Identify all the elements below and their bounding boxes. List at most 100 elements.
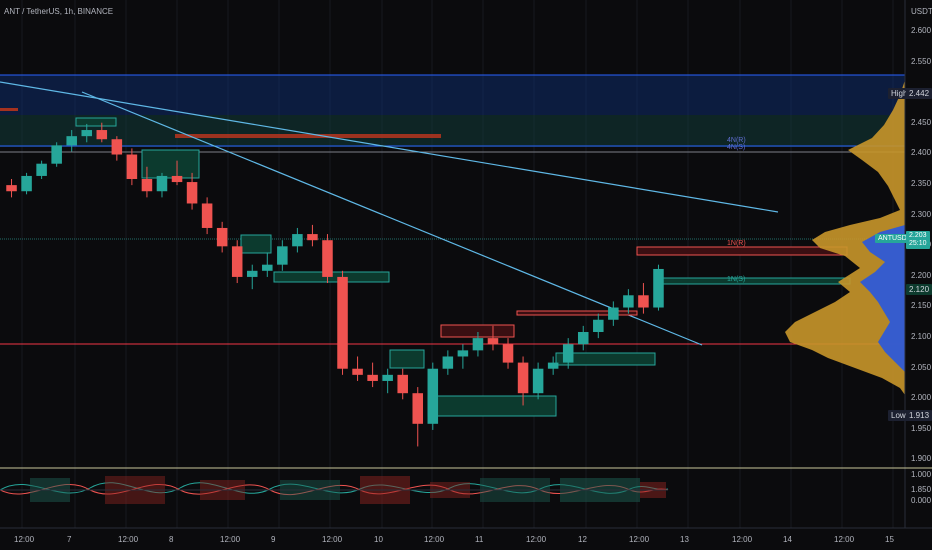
candle-body <box>21 175 32 192</box>
trendline-upper <box>0 81 779 213</box>
supply-zone-blue <box>0 75 905 115</box>
candle-body <box>502 344 514 363</box>
level-4n-s: 4N(S) <box>727 144 746 151</box>
price-tick: 1.950 <box>911 423 932 433</box>
current-price: 2.203 <box>909 232 927 239</box>
price-tick: 2.000 <box>911 393 932 403</box>
candle-body <box>186 182 198 204</box>
candle-body <box>623 295 634 308</box>
time-tick: 13 <box>680 535 689 544</box>
candle-body <box>292 234 303 247</box>
time-tick: 10 <box>374 535 383 544</box>
oscillator-indicator <box>0 476 669 504</box>
time-tick: 12:00 <box>118 535 139 544</box>
candle-body <box>382 374 393 381</box>
time-tick: 12:00 <box>629 535 650 544</box>
candle-body <box>246 270 258 277</box>
candle-body <box>562 344 574 363</box>
zone-teal <box>0 115 905 147</box>
high-label: High <box>888 88 911 99</box>
candlestick-series <box>6 122 664 447</box>
price-tick: 2.600 <box>911 26 932 35</box>
candle-body <box>126 154 138 179</box>
level-4n-r: 4N(R) <box>727 137 746 144</box>
price-tick: 2.300 <box>911 209 932 219</box>
order-blocks <box>75 117 851 417</box>
price-tick: 2.050 <box>911 362 932 372</box>
time-tick: 8 <box>169 535 174 544</box>
time-tick: 7 <box>67 535 72 544</box>
candle-body <box>487 338 499 345</box>
indicator-tick-0: 0.000 <box>911 496 932 505</box>
time-tick: 12:00 <box>220 535 241 544</box>
candle-body <box>171 175 183 183</box>
candle-body <box>653 268 664 308</box>
candle-body <box>427 368 439 424</box>
price-tick: 2.150 <box>911 301 932 311</box>
level-2120-tag: 2.120 <box>906 284 932 295</box>
time-tick: 15 <box>885 535 894 544</box>
candle-body <box>337 276 348 369</box>
price-tick: 2.200 <box>911 270 932 280</box>
high-value: 2.442 <box>906 88 932 99</box>
candle-body <box>442 356 454 369</box>
candle-body <box>231 246 243 277</box>
level-1n-s: 1N(S) <box>727 276 746 283</box>
time-tick: 12:00 <box>732 535 753 544</box>
candle-body <box>322 240 333 277</box>
red-level-small <box>0 108 18 111</box>
candle-body <box>111 139 123 155</box>
candle-body <box>307 234 318 241</box>
trendline-lower <box>81 91 703 346</box>
bar-countdown: 25:10 <box>909 240 927 247</box>
red-level-block <box>175 134 441 138</box>
time-tick: 12:00 <box>526 535 547 544</box>
candle-body <box>81 130 93 137</box>
candle-body <box>547 362 559 369</box>
price-tick: 2.350 <box>911 179 932 188</box>
time-tick: 12:00 <box>14 535 35 544</box>
candle-body <box>156 175 168 192</box>
price-tick: 2.400 <box>911 148 932 158</box>
candle-body <box>6 185 17 192</box>
price-tick: 1.900 <box>911 454 932 464</box>
time-tick: 9 <box>271 535 276 544</box>
candle-body <box>412 393 424 424</box>
candle-body <box>593 319 604 332</box>
candle-body <box>608 307 619 320</box>
price-tick: 2.100 <box>911 332 932 341</box>
candle-body <box>577 332 589 345</box>
candle-body <box>397 374 408 394</box>
candle-body <box>216 227 228 247</box>
candle-body <box>51 145 62 164</box>
candle-body <box>517 362 529 394</box>
candle-body <box>367 374 378 381</box>
price-tick: 2.550 <box>911 56 932 66</box>
candle-body <box>96 130 108 140</box>
price-tick: 1.850 <box>911 485 932 494</box>
currency-label: USDT <box>911 7 932 16</box>
candle-body <box>638 295 649 308</box>
candle-body <box>141 179 153 192</box>
low-value: 1.913 <box>906 410 932 421</box>
time-tick: 11 <box>475 535 484 544</box>
candle-body <box>352 368 363 375</box>
current-price-tag: 2.203 25:10 <box>906 231 930 249</box>
candle-body <box>201 203 213 228</box>
candle-body <box>66 136 77 146</box>
candle-body <box>277 246 288 265</box>
candle-body <box>457 350 469 357</box>
volume-profile <box>785 80 905 395</box>
time-tick: 14 <box>783 535 792 544</box>
time-tick: 12:00 <box>424 535 445 544</box>
symbol-title[interactable]: ANT / TetherUS, 1h, BINANCE <box>4 7 114 16</box>
price-tick: 2.450 <box>911 117 932 127</box>
candle-body <box>36 163 47 176</box>
time-tick: 12:00 <box>834 535 855 544</box>
level-1n-r: 1N(R) <box>727 240 746 247</box>
time-tick: 12 <box>578 535 587 544</box>
candle-body <box>472 338 484 351</box>
candle-body <box>262 264 273 271</box>
low-label: Low <box>888 410 909 421</box>
